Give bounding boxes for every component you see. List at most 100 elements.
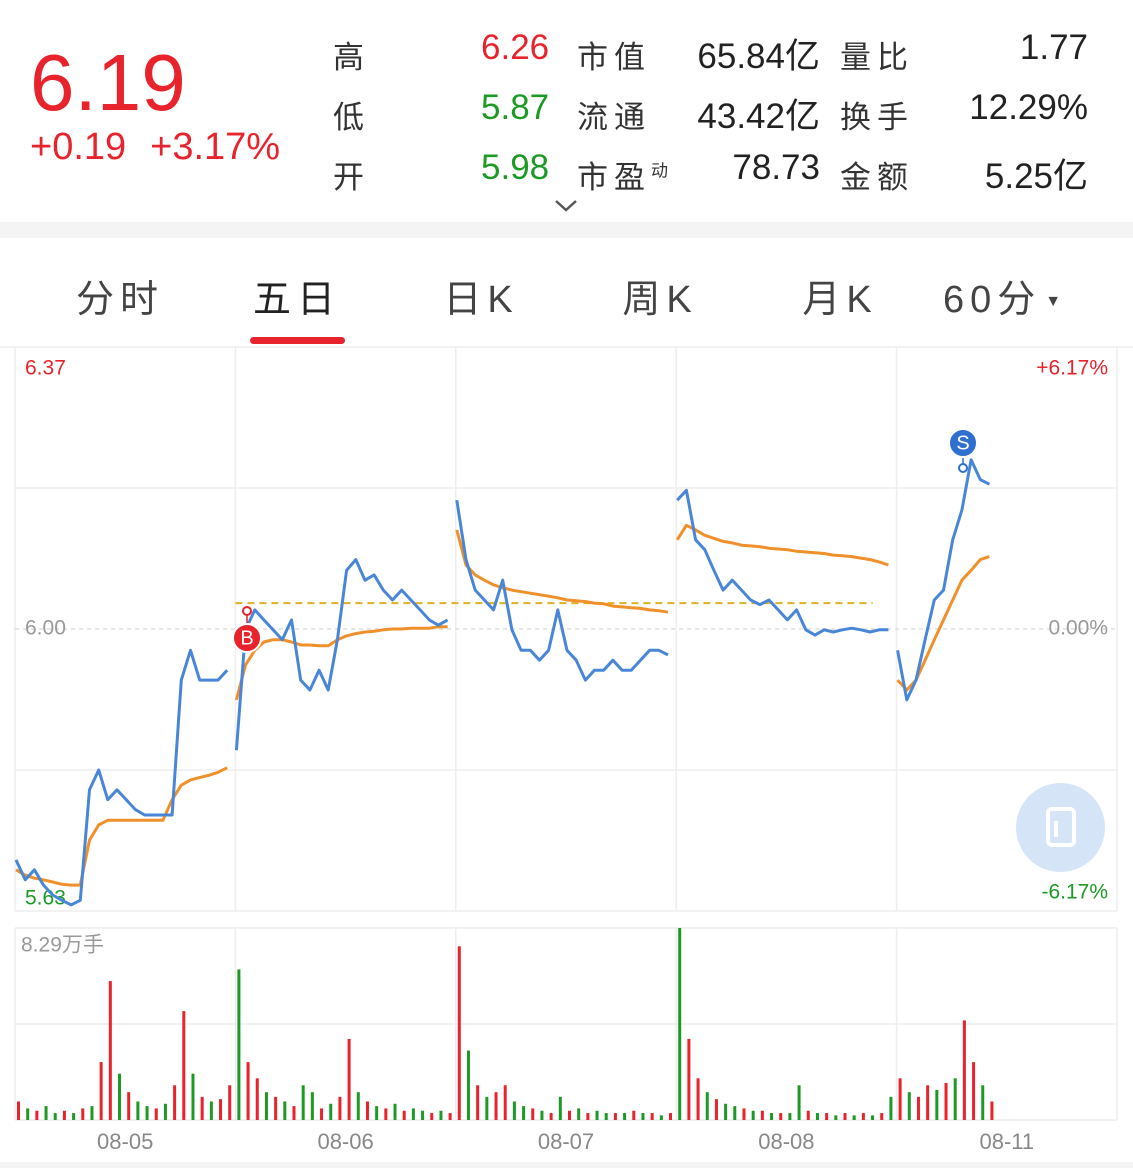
change-value: +0.19 [30,126,127,168]
stat-value: 43.42亿 [697,97,820,136]
volume-bar [384,1108,388,1120]
volume-bar [209,1101,213,1120]
volume-bar [44,1106,48,1120]
volume-bar [669,1113,673,1120]
tab[interactable]: 分时 [75,279,165,321]
stat-value: 65.84亿 [697,37,820,76]
volume-bar [522,1106,526,1120]
stat-label: 换手 [840,100,914,135]
volume-bar [953,1078,957,1120]
tab[interactable]: 五日 [252,279,342,321]
stat-value: 5.25亿 [984,157,1088,196]
x-tick-label: 08-11 [979,1129,1034,1154]
separator [0,222,1133,238]
tab[interactable]: 日K [443,279,519,321]
volume-bar [843,1113,847,1120]
volume-bar [301,1085,305,1120]
volume-bar [255,1078,259,1120]
volume-bar [678,928,682,1120]
volume-bar [531,1108,535,1120]
expand-chevron[interactable] [554,198,578,214]
volume-bar [393,1103,397,1120]
volume-bar [108,981,112,1120]
volume-bar [981,1085,985,1120]
volume-bar [880,1113,884,1120]
volume-bar [558,1096,562,1120]
volume-bar [797,1085,801,1120]
y-tick-label: 6.00 [25,617,66,640]
stat-label: 市盈动 [577,160,674,195]
dropdown-arrow: ▼ [1045,292,1068,310]
volume-bar [779,1113,783,1120]
volume-bar [430,1113,434,1120]
stat-value: 78.73 [732,148,820,187]
volume-bar [200,1096,204,1120]
volume-bar [926,1085,930,1120]
volume-bar [347,1038,351,1120]
tab[interactable]: 60分 ▼ [942,279,1068,321]
price-line [455,499,669,682]
volume-bar [825,1113,829,1120]
volume-bar [834,1115,838,1120]
volume-bar [861,1113,865,1120]
volume-bar [990,1101,994,1120]
volume-bar [127,1092,131,1120]
volume-bar [586,1113,590,1120]
stat-value: 6.26 [481,28,550,67]
volume-bar [568,1110,571,1120]
price-line [896,458,991,702]
marker-dot [958,463,968,473]
price-line [676,488,889,637]
volume-bar [871,1115,875,1120]
stat-label: 金额 [840,160,914,195]
volume-bar [760,1110,764,1120]
change-pct: +3.17% [150,126,281,168]
volume-bar [191,1073,195,1120]
price-line [234,558,449,751]
x-tick-label: 08-05 [97,1129,153,1154]
volume-bar [320,1108,324,1120]
volume-bar [219,1099,223,1120]
volume-bar [503,1085,507,1120]
volume-bar [421,1110,425,1120]
volume-bar [972,1062,976,1120]
stat-label-sup: 动 [651,161,674,181]
volume-bar [907,1092,911,1120]
x-tick-label: 08-07 [538,1129,594,1154]
volume-bar [714,1099,718,1120]
volume-bar [246,1062,250,1120]
stat-label: 低 [333,100,370,135]
volume-bar [90,1106,94,1120]
stat-label: 量比 [840,40,914,75]
average-line [234,625,448,701]
volume-bar [53,1113,57,1120]
volume-bar [81,1108,85,1120]
volume-bar [595,1110,599,1120]
volume-bar [145,1106,149,1120]
marker-dot [242,606,252,616]
volume-bar [916,1096,920,1120]
volume-bar [338,1096,342,1120]
volume-bar [577,1108,581,1120]
volume-bar [136,1101,140,1120]
tab[interactable]: 月K [802,279,878,321]
marker [232,623,262,653]
stat-label: 高 [333,40,370,75]
change: +0.19 +3.17% [30,124,304,170]
stat-label: 市值 [577,40,651,75]
volume-bar [962,1020,966,1120]
tab[interactable]: 周K [622,279,698,321]
average-line [455,529,669,614]
volume-bar [687,1038,691,1120]
switch-icon [1046,807,1076,847]
volume-bar [632,1110,636,1120]
marker-label: B [240,627,253,649]
last-price: 6.19 [30,38,186,127]
volume-bar [815,1113,819,1120]
average-line [896,555,990,692]
volume-bar [540,1110,544,1120]
switch-button[interactable] [1016,783,1105,872]
volume-bar [898,1078,902,1120]
volume-bar [35,1110,39,1120]
